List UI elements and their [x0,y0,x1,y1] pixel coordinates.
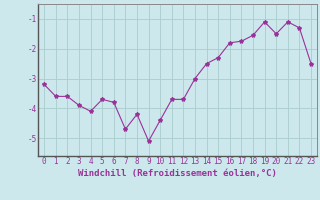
X-axis label: Windchill (Refroidissement éolien,°C): Windchill (Refroidissement éolien,°C) [78,169,277,178]
